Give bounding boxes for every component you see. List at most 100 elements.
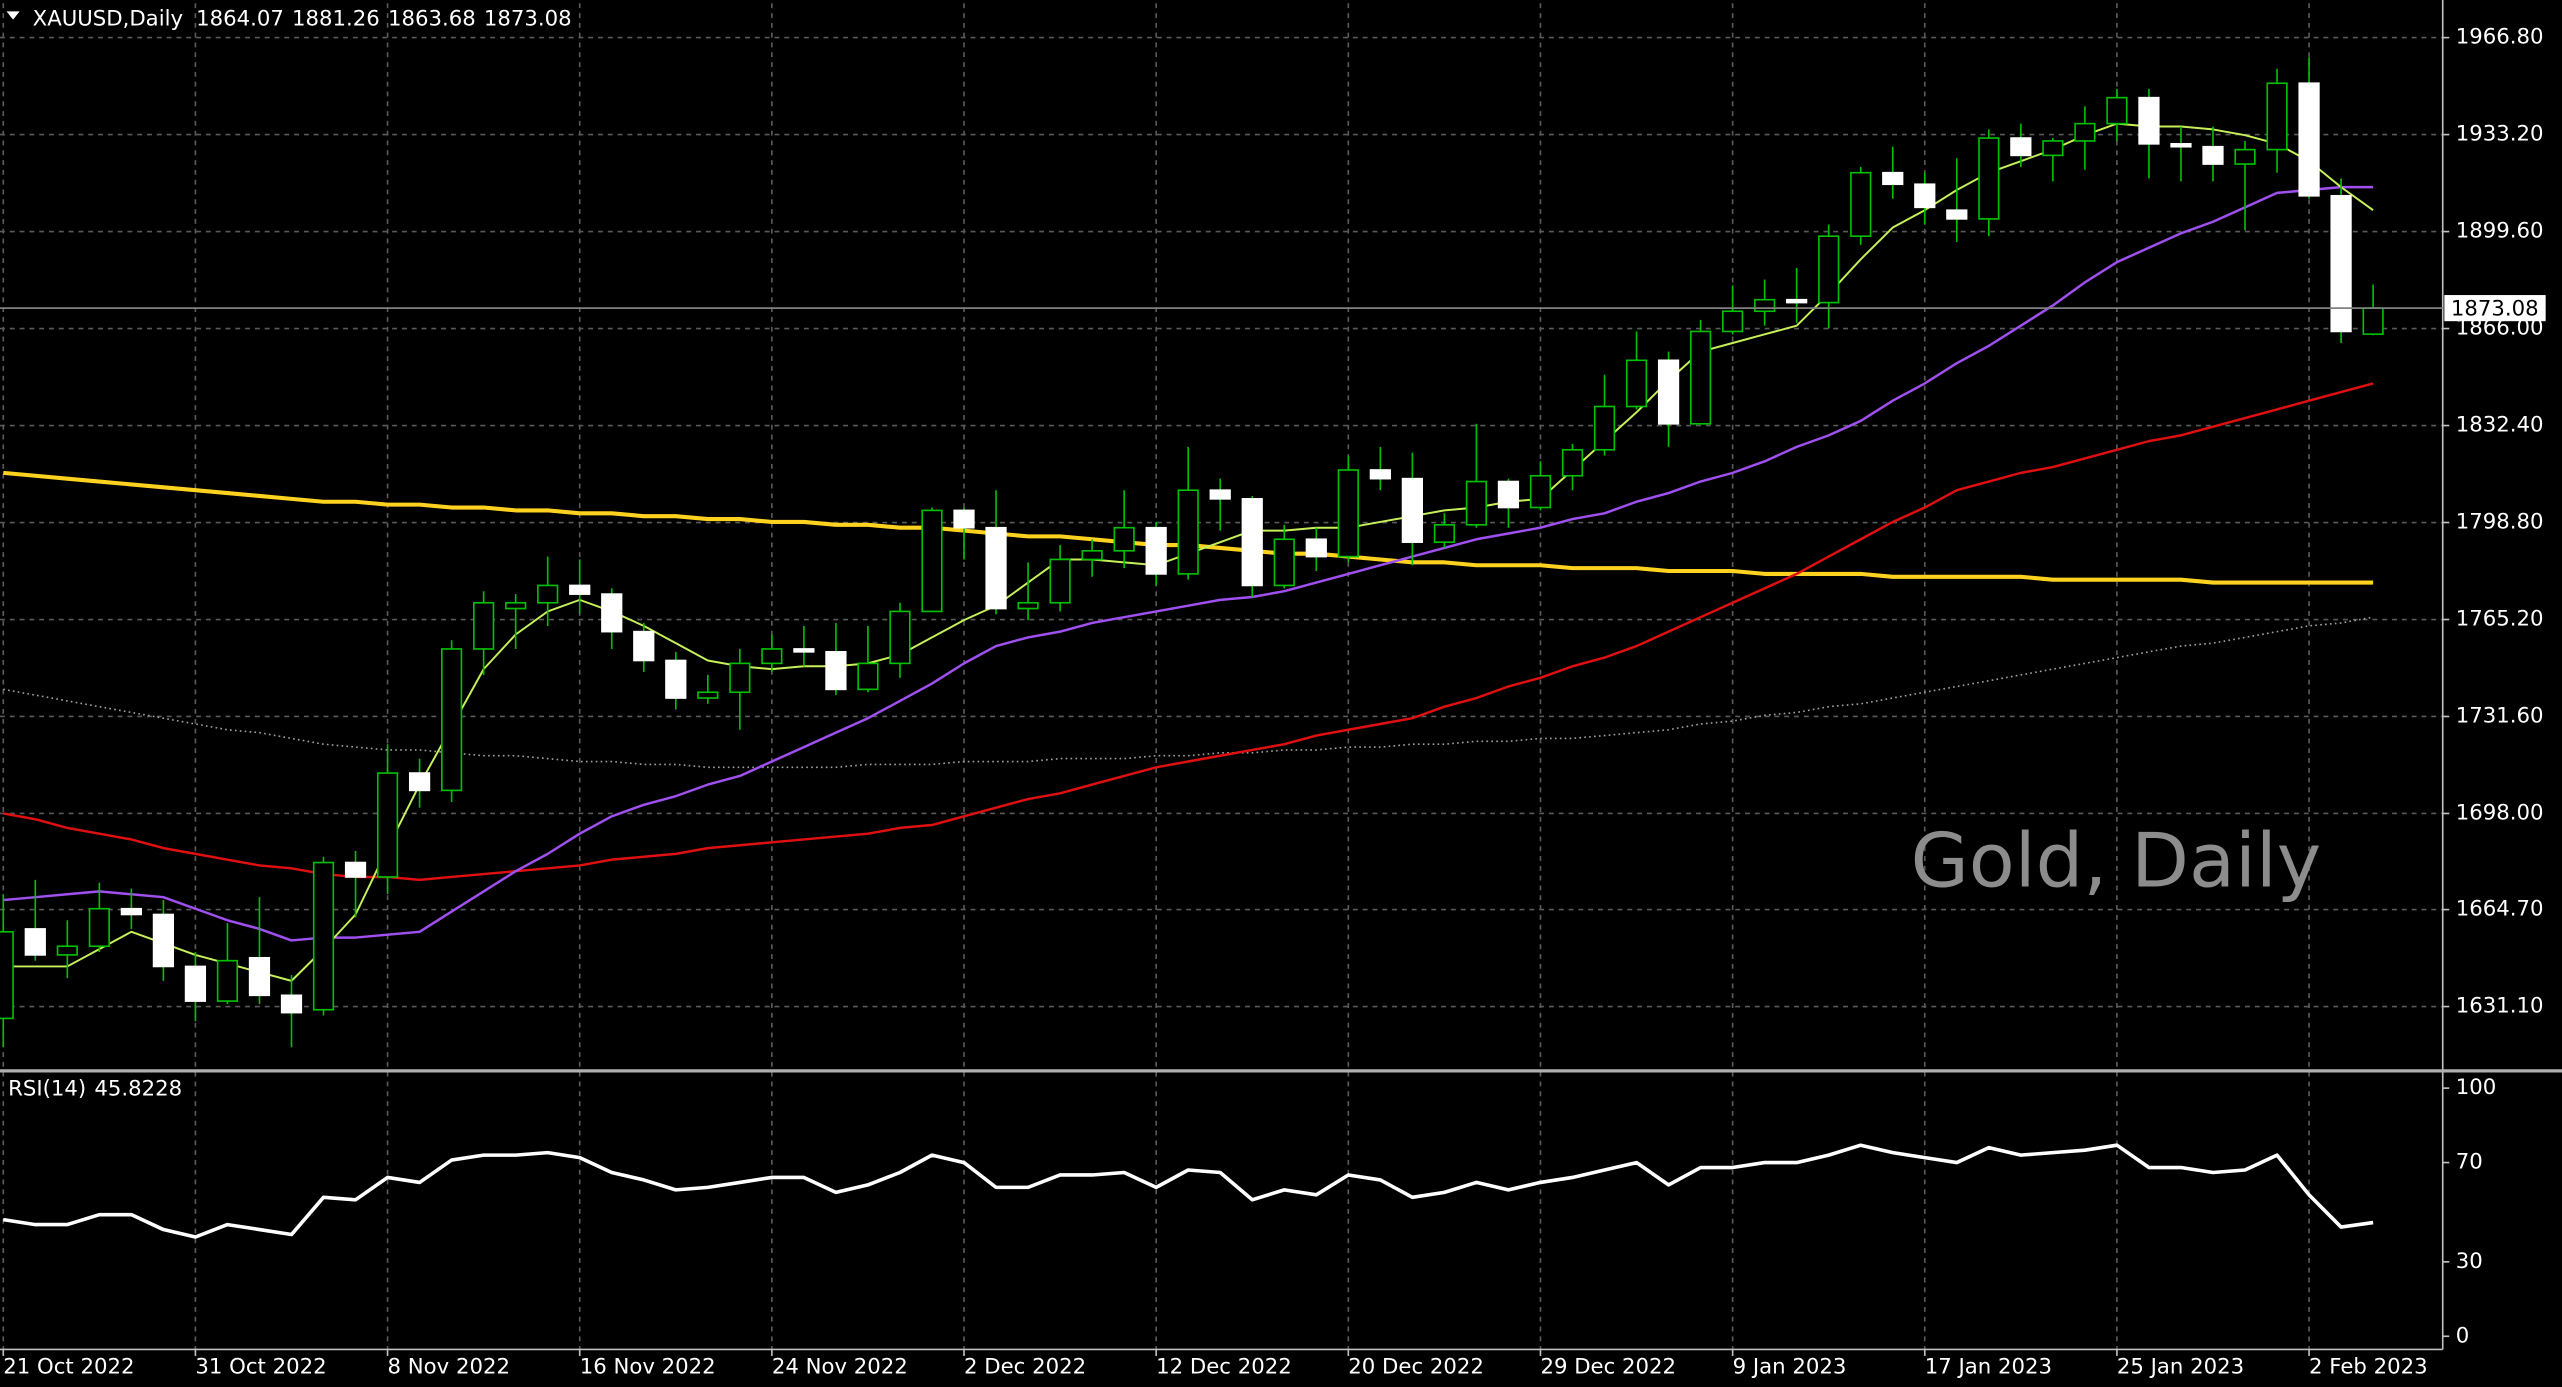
candle-body (1433, 524, 1456, 543)
moving-average (3, 616, 2374, 769)
candle-body (2266, 82, 2288, 151)
x-tick-label: 16 Nov 2022 (580, 1354, 716, 1379)
header-low: 1863.68 (388, 7, 476, 32)
candle-body (120, 907, 142, 916)
candle-body (857, 662, 879, 691)
y-tick-label: 1765.20 (2456, 607, 2544, 632)
candle-body (1465, 480, 1488, 526)
header-high: 1881.26 (292, 7, 380, 32)
moving-average (3, 185, 2374, 942)
candle-body (729, 662, 751, 694)
candle-body (1786, 298, 1808, 304)
candle-body (1882, 171, 1904, 186)
header-open: 1864.07 (196, 7, 284, 32)
candle-body (537, 584, 559, 604)
candle-body (761, 648, 783, 665)
y-tick-label: 1664.70 (2456, 897, 2544, 922)
candle-body (184, 965, 207, 1002)
candle-body (1145, 526, 1167, 575)
candle-body (1049, 558, 1071, 604)
candle-body (376, 772, 399, 878)
candle-body (24, 928, 46, 956)
x-tick-label: 20 Dec 2022 (1348, 1354, 1484, 1379)
candle-body (2106, 96, 2128, 125)
candle-body (2170, 143, 2192, 148)
candle-body (697, 691, 719, 699)
y-tick-label: 1631.10 (2456, 994, 2544, 1019)
candle-body (1946, 209, 1968, 220)
current-price-box (2444, 295, 2546, 322)
candle-body (2042, 140, 2064, 157)
x-tick-label: 2 Feb 2023 (2309, 1354, 2428, 1379)
candle-body (1657, 359, 1680, 425)
candle-body (889, 610, 911, 665)
x-tick-label: 2 Dec 2022 (964, 1354, 1086, 1379)
symbol: XAUUSD,Daily (33, 7, 183, 32)
candle-body (601, 593, 623, 633)
candle-body (1177, 489, 1199, 575)
candle-body (985, 526, 1007, 610)
candle-body (2010, 137, 2032, 157)
moving-average (3, 382, 2374, 882)
candle-body (2330, 194, 2352, 333)
candle-body (408, 772, 431, 792)
candle-body (1625, 359, 1648, 408)
indicator-tick-label: 0 (2456, 1323, 2470, 1348)
candle-body (1529, 474, 1552, 509)
candle-body (2298, 82, 2320, 197)
indicator-tick-label: 30 (2456, 1249, 2483, 1274)
x-tick-label: 29 Dec 2022 (1540, 1354, 1676, 1379)
y-tick-label: 1698.00 (2456, 800, 2544, 825)
y-tick-label: 1899.60 (2456, 219, 2544, 244)
grid (0, 3, 2443, 1350)
candle-body (1241, 498, 1263, 587)
candle-body (56, 945, 78, 956)
candle-body (1017, 601, 1039, 610)
candle-body (216, 959, 239, 1002)
indicator-header: RSI(14) 45.8228 (8, 1077, 182, 1102)
candle-body (152, 913, 175, 968)
y-tick-label: 1832.40 (2456, 413, 2544, 438)
candle-body (2074, 122, 2096, 142)
watermark: Gold, Daily (1911, 816, 2322, 904)
header-close: 1873.08 (484, 7, 572, 32)
y-tick-label: 1966.80 (2456, 25, 2544, 50)
candle-body (1818, 235, 1840, 304)
candle-body (1497, 480, 1520, 509)
candle-body (1209, 489, 1231, 500)
x-tick-label: 24 Nov 2022 (772, 1354, 908, 1379)
candle-body (1721, 310, 1744, 333)
candle-body (665, 659, 687, 699)
candle-body (1689, 330, 1712, 425)
current-price-label: 1873.08 (2451, 297, 2539, 322)
candle-body (280, 994, 303, 1014)
candle-body (1754, 298, 1776, 313)
candle-body (1401, 477, 1423, 543)
candle-body (248, 956, 271, 997)
x-tick-label: 17 Jan 2023 (1925, 1354, 2052, 1379)
candle-body (2202, 145, 2224, 165)
indicator-name: RSI(14) (8, 1077, 86, 1102)
y-tick-label: 1731.60 (2456, 703, 2544, 728)
candle-body (1850, 171, 1872, 238)
x-tick-label: 31 Oct 2022 (195, 1354, 326, 1379)
indicator-tick-label: 70 (2456, 1150, 2483, 1175)
chart-header: XAUUSD,Daily 1864.07 1881.26 1863.68 1873.08 (33, 7, 572, 32)
y-tick-label: 1933.20 (2456, 122, 2544, 147)
candle-body (569, 584, 591, 595)
x-tick-label: 21 Oct 2022 (3, 1354, 134, 1379)
candle-body (953, 509, 975, 529)
candle-body (1273, 538, 1295, 587)
candle-body (344, 861, 367, 878)
candle-body (2234, 148, 2256, 165)
candle-body (825, 651, 847, 691)
candle-body (1593, 405, 1616, 451)
candle-body (1113, 526, 1135, 552)
candle-body (1337, 469, 1359, 558)
x-tick-label: 12 Dec 2022 (1156, 1354, 1292, 1379)
candle-body (505, 601, 527, 610)
collapse-arrow[interactable] (6, 11, 20, 20)
candle-body (473, 601, 495, 650)
